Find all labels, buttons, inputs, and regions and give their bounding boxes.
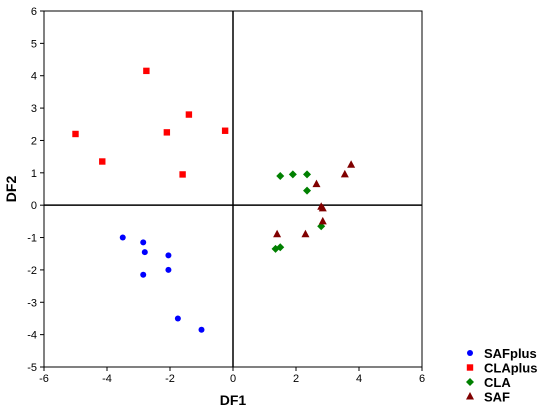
data-point-cla <box>303 170 312 179</box>
legend-item-saf: SAF <box>466 390 510 405</box>
data-point-claplus <box>221 127 229 134</box>
data-point-safplus <box>119 234 126 241</box>
data-point-saf <box>312 179 321 188</box>
data-point-safplus <box>140 239 147 246</box>
data-point-cla <box>276 243 285 252</box>
y-tick-label: 4 <box>31 71 37 83</box>
data-point-claplus <box>99 158 106 165</box>
data-point-safplus <box>174 315 181 322</box>
y-axis-title: DF2 <box>3 176 19 203</box>
y-tick-label: -5 <box>27 362 37 374</box>
data-point-safplus <box>165 266 172 273</box>
data-point-claplus <box>163 129 171 136</box>
legend-marker-claplus <box>466 364 474 371</box>
series-cla <box>271 170 326 253</box>
y-tick-label: -1 <box>27 233 37 245</box>
data-point-claplus <box>72 130 79 138</box>
x-tick-label: 6 <box>419 373 425 385</box>
data-point-cla <box>288 170 297 179</box>
x-tick-label: 2 <box>293 373 299 385</box>
data-points <box>72 67 356 333</box>
y-tick-label: -4 <box>27 330 37 342</box>
legend-item-claplus: CLAplus <box>466 361 537 376</box>
x-tick-label: 4 <box>356 373 362 385</box>
data-point-safplus <box>141 249 148 256</box>
x-tick-label: -2 <box>165 373 175 385</box>
legend-label-claplus: CLAplus <box>484 361 537 376</box>
data-point-cla <box>303 186 312 195</box>
y-tick-label: -2 <box>27 265 37 277</box>
legend-marker-safplus <box>467 350 473 356</box>
zero-lines <box>44 11 422 367</box>
series-claplus <box>72 67 229 178</box>
legend-marker-saf <box>466 392 474 400</box>
y-tick-label: 0 <box>31 200 37 212</box>
y-tick-label: 2 <box>31 135 37 147</box>
data-point-claplus <box>143 67 150 75</box>
x-tick-label: -6 <box>39 373 49 385</box>
legend-label-safplus: SAFplus <box>484 346 537 361</box>
series-saf <box>273 160 356 238</box>
legend-label-saf: SAF <box>484 390 510 405</box>
data-point-safplus <box>198 326 205 333</box>
x-axis-ticks: -6 -4 -2 0 2 4 6 <box>39 367 425 385</box>
data-point-safplus <box>165 252 172 259</box>
data-point-saf <box>301 229 310 238</box>
data-point-cla <box>276 172 285 181</box>
legend-item-cla: CLA <box>466 375 511 390</box>
legend-item-safplus: SAFplus <box>467 346 537 361</box>
legend-marker-cla <box>466 378 474 386</box>
x-tick-label: -4 <box>102 373 112 385</box>
data-point-claplus <box>185 111 193 118</box>
y-tick-label: 3 <box>31 103 37 115</box>
data-point-claplus <box>179 171 186 178</box>
y-tick-label: 1 <box>31 168 37 180</box>
x-tick-label: 0 <box>230 373 236 385</box>
y-tick-label: -3 <box>27 297 37 309</box>
data-point-saf <box>340 169 349 178</box>
y-tick-label: 6 <box>31 6 37 18</box>
legend-label-cla: CLA <box>484 375 511 390</box>
data-point-safplus <box>140 271 147 278</box>
y-axis-ticks: -5 -4 -3 -2 -1 0 1 2 3 4 5 6 <box>27 6 44 374</box>
data-point-saf <box>273 229 282 238</box>
data-point-saf <box>318 203 327 212</box>
y-tick-label: 5 <box>31 38 37 50</box>
data-point-saf <box>347 160 356 168</box>
series-safplus <box>119 234 205 333</box>
data-point-saf <box>318 216 327 225</box>
x-axis-title: DF1 <box>220 392 247 408</box>
